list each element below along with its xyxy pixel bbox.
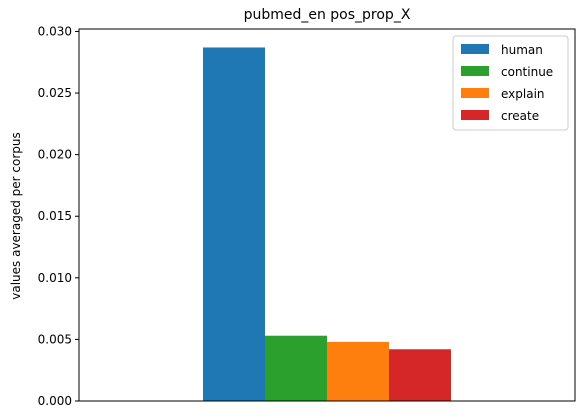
y-tick-label: 0.000 (38, 394, 72, 408)
legend-label-human: human (501, 43, 543, 57)
legend-swatch-continue (461, 66, 489, 76)
bar-human (203, 47, 265, 402)
legend-box (452, 35, 569, 131)
chart-title: pubmed_en pos_prop_X (244, 7, 411, 23)
plot-frame (78, 28, 576, 402)
legend-label-continue: continue (501, 65, 553, 79)
legend-swatch-human (461, 44, 489, 54)
legend-label-explain: explain (501, 87, 545, 101)
legend: human continue explain create (452, 35, 569, 131)
bar-continue (265, 335, 327, 401)
y-tick-label: 0.015 (38, 209, 72, 223)
legend-label-create: create (501, 109, 539, 123)
y-tick-label: 0.030 (38, 24, 72, 38)
bar-explain (327, 341, 389, 401)
y-tick-label: 0.025 (38, 86, 72, 100)
y-axis-ticks: 0.000 0.005 0.010 0.015 0.020 0.025 0.030 (38, 24, 79, 408)
y-axis-label: values averaged per corpus (9, 132, 23, 300)
legend-swatch-explain (461, 88, 489, 98)
y-tick-label: 0.005 (38, 332, 72, 346)
bar-create (389, 349, 451, 401)
bars (203, 47, 451, 402)
y-tick-label: 0.010 (38, 271, 72, 285)
y-tick-label: 0.020 (38, 148, 72, 162)
legend-swatch-create (461, 110, 489, 120)
